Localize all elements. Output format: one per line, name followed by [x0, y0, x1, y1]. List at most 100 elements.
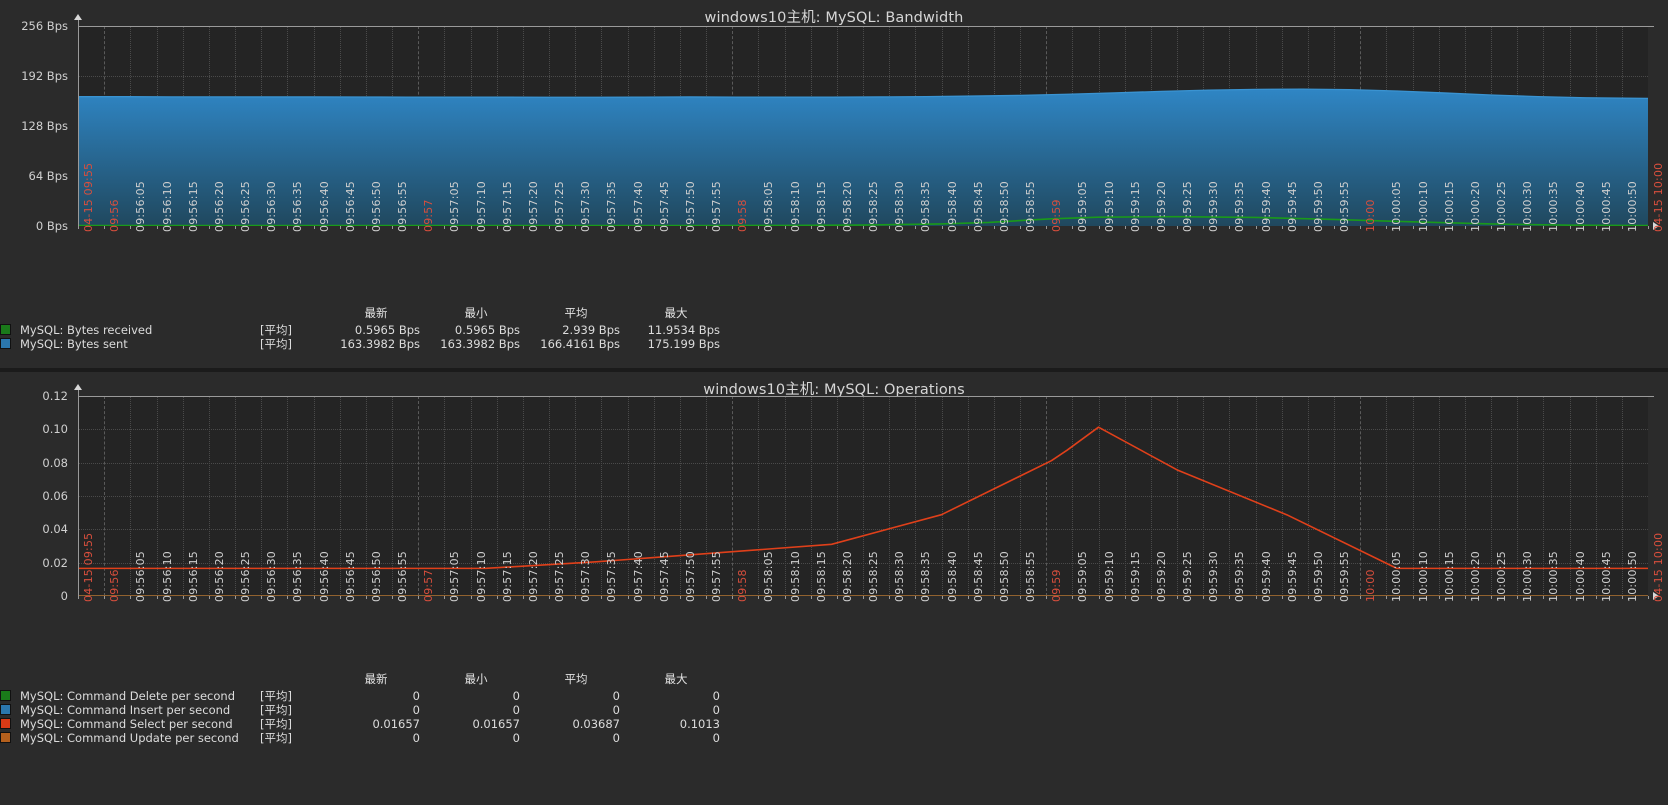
x-axis-label: 10:00: [1364, 569, 1378, 602]
x-axis-label: 09:56:05: [134, 550, 148, 602]
x-axis-tick: [1307, 596, 1309, 599]
x-axis-label: 09:58:50: [997, 180, 1011, 232]
x-axis-tick: [1360, 226, 1362, 229]
legend-value-min: 163.3982 Bps: [440, 337, 520, 351]
y-axis-label: 0.06: [42, 489, 68, 503]
x-axis-label: 09:56:30: [265, 550, 279, 602]
x-axis-label: 09:58:35: [919, 180, 933, 232]
y-axis-label: 192 Bps: [21, 69, 68, 83]
x-axis-label: 09:56:45: [343, 550, 357, 602]
chart-series-layer: [78, 88, 1648, 226]
x-axis-label: 09:57:55: [710, 180, 723, 232]
x-axis-label: 09:56:25: [239, 550, 252, 602]
x-axis-label: 09:58:25: [867, 550, 880, 602]
x-axis-label: 09:58:50: [997, 550, 1011, 602]
x-axis-label: 10:00:10: [1416, 180, 1430, 232]
x-axis-label: 09:58:45: [971, 550, 985, 602]
x-axis-label: 09:56:50: [369, 180, 383, 232]
legend-item-aggregation: [平均]: [260, 717, 292, 731]
x-axis-label: 09:57:05: [448, 550, 462, 602]
legend-color-swatch-cell: [0, 323, 16, 337]
legend-value-max: 11.9534 Bps: [647, 323, 720, 337]
graph-block-bandwidth: windows10主机: MySQL: Bandwidth 0 Bps 64 Bp…: [0, 0, 1668, 368]
x-axis-tick: [235, 226, 236, 229]
legend-row[interactable]: MySQL: Command Insert per second [平均] 0 0 0 0: [0, 703, 732, 717]
x-axis-label: 09:56: [108, 569, 122, 602]
legend-color-swatch-cell: [0, 717, 16, 731]
x-axis-tick: [1412, 226, 1414, 229]
x-axis-tick: [1595, 226, 1597, 229]
legend-row[interactable]: MySQL: Command Update per second [平均] 0 0 0 0: [0, 731, 732, 745]
chart-plot-operations[interactable]: [74, 384, 1659, 600]
x-axis-label: 09:58:15: [814, 550, 828, 602]
x-axis-label: 09:56: [108, 199, 122, 232]
x-axis-tick: [104, 226, 106, 229]
y-axis-label: 0.08: [42, 455, 68, 470]
legend-item-name: MySQL: Command Update per second: [20, 731, 239, 745]
x-axis-label: 09:59:45: [1285, 180, 1299, 232]
legend-item-name: MySQL: Command Select per second: [20, 717, 233, 731]
x-axis-tick: [78, 596, 79, 599]
legend-value-last: 0.01657: [372, 717, 420, 731]
x-axis-label: 09:56:20: [212, 550, 226, 602]
x-axis-tick: [549, 596, 550, 599]
x-axis-tick: [1464, 596, 1466, 599]
legend-row[interactable]: MySQL: Command Select per second [平均] 0.01…: [0, 717, 732, 731]
x-axis-label: 09:56:15: [186, 550, 200, 602]
x-axis-tick: [339, 596, 341, 599]
x-axis-label: 09:57:45: [657, 180, 671, 232]
x-axis-tick: [261, 596, 263, 599]
legend-row[interactable]: MySQL: Command Delete per second [平均] 0 0 0 0: [0, 689, 732, 703]
x-axis-tick: [1229, 226, 1231, 229]
legend-value-last: 0: [412, 689, 420, 703]
x-axis-label: 09:59:20: [1154, 550, 1168, 602]
x-axis-tick: [365, 226, 367, 229]
y-axis-label: 0.02: [42, 555, 68, 570]
x-axis-label: 09:59:35: [1233, 550, 1247, 602]
x-axis-tick: [967, 596, 969, 599]
x-axis-tick: [758, 596, 760, 599]
x-axis-label: 04-15 10:00: [1652, 532, 1665, 602]
x-axis-label: 04-15 09:55: [82, 162, 95, 232]
legend-swatch-icon: [0, 690, 11, 701]
x-axis-label: 09:57:20: [526, 550, 540, 602]
y-axis-label: 0: [60, 589, 68, 603]
x-axis-label: 09:57:30: [579, 180, 593, 232]
chart-plot-bandwidth[interactable]: [74, 14, 1659, 230]
x-axis-label: 09:57:40: [631, 180, 645, 232]
x-axis-label: 09:58:35: [919, 550, 933, 602]
x-axis-tick: [235, 596, 236, 599]
legend-swatch-icon: [0, 732, 11, 743]
legend-value-avg: 0: [612, 731, 620, 745]
x-axis-label: 04-15 10:00: [1652, 162, 1665, 232]
x-axis-tick: [1412, 596, 1414, 599]
x-axis-tick: [941, 226, 943, 229]
legend-row[interactable]: MySQL: Bytes sent [平均] 163.3982 Bps 163.398…: [0, 337, 732, 351]
x-axis-label: 09:59:45: [1285, 550, 1299, 602]
x-axis-label: 09:59:05: [1076, 550, 1090, 602]
graph-block-operations: windows10主机: MySQL: Operations 0 0.02 0.04…: [0, 372, 1668, 802]
x-axis-label: 09:56:55: [396, 550, 409, 602]
x-axis-label: 09:56:45: [343, 180, 357, 232]
x-axis-tick: [706, 596, 707, 599]
x-axis-line-operations: [78, 396, 1654, 397]
legend-item-aggregation: [平均]: [260, 689, 292, 703]
x-axis-label: 10:00:15: [1442, 550, 1456, 602]
legend-row[interactable]: MySQL: Bytes received [平均] 0.5965 Bps 0.596…: [0, 323, 732, 337]
x-axis-label: 10:00:25: [1495, 550, 1508, 602]
x-axis-label: 10:00:30: [1521, 550, 1535, 602]
legend-value-last: 0.5965 Bps: [354, 323, 420, 337]
x-axis-tick: [1281, 596, 1283, 599]
x-axis-tick: [601, 226, 603, 229]
x-axis-label: 10:00:30: [1521, 180, 1535, 232]
x-axis-tick: [993, 596, 995, 599]
x-axis-tick: [496, 226, 498, 229]
x-axis-tick: [653, 226, 655, 229]
x-axis-label: 09:56:35: [291, 180, 305, 232]
x-axis-label: 04-15 09:55: [82, 532, 95, 602]
legend-bandwidth: 最新 最小 平均 最大 MySQL: Bytes received [平均] 0.5…: [0, 306, 732, 351]
x-axis-label: 09:57:50: [683, 550, 697, 602]
x-axis-tick: [1386, 226, 1388, 229]
y-axis-label: 0.12: [42, 389, 68, 403]
x-axis-label: 10:00:20: [1468, 180, 1482, 232]
